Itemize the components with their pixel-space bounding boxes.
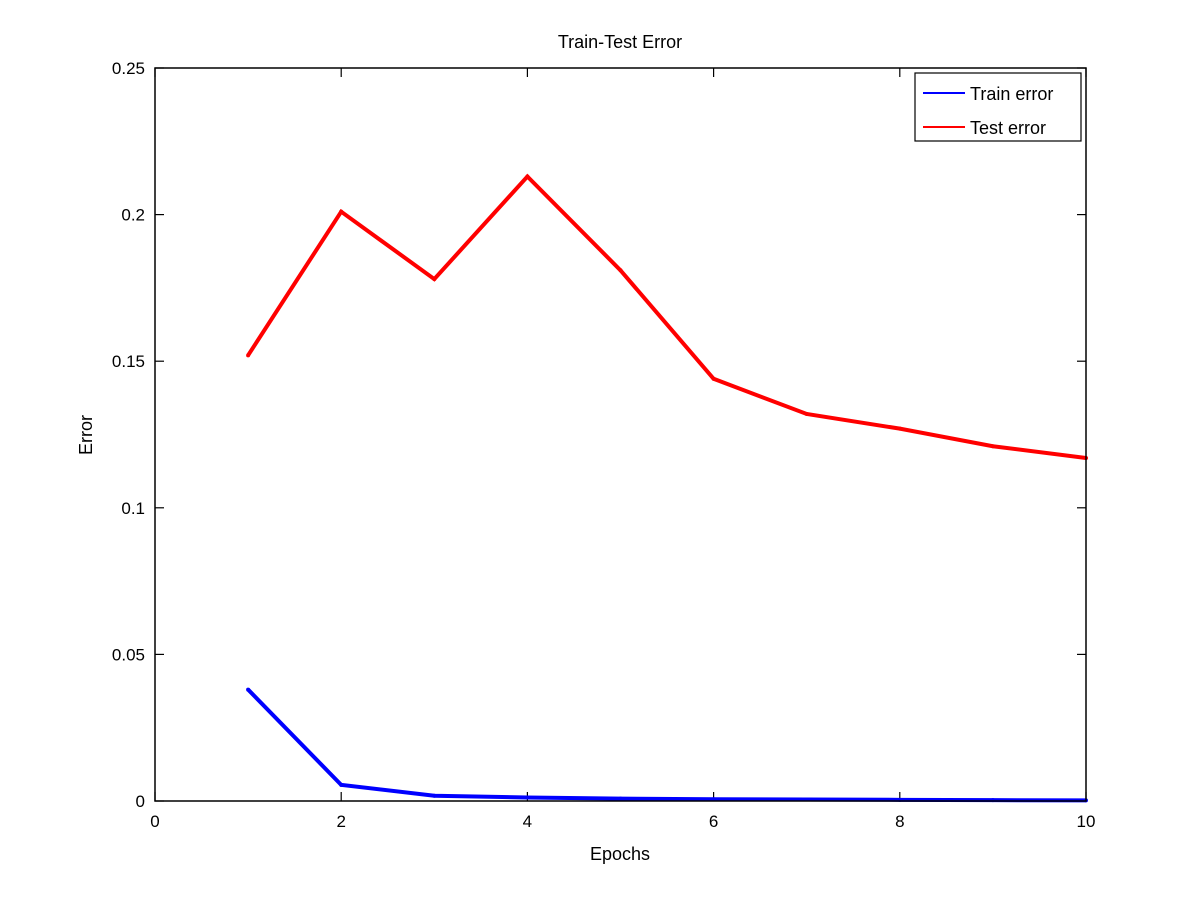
legend: Train error Test error — [914, 72, 1082, 142]
data-point-train-error — [711, 797, 716, 802]
data-point-test-error — [246, 353, 251, 358]
series-line-test-error — [246, 173, 1087, 460]
data-point-train-error — [525, 795, 530, 800]
legend-label-train-error: Train error — [970, 84, 1053, 104]
y-axis-label: Error — [76, 415, 96, 455]
x-tick-label: 10 — [1077, 812, 1096, 831]
y-tick-label: 0.2 — [121, 206, 145, 225]
data-point-test-error — [432, 277, 437, 282]
data-point-train-error — [432, 793, 437, 798]
series-layer — [246, 173, 1088, 803]
x-axis-label: Epochs — [590, 844, 650, 864]
y-tick-label: 0.1 — [121, 499, 145, 518]
y-tick-label: 0.15 — [112, 352, 145, 371]
x-tick-label: 4 — [523, 812, 532, 831]
y-tick-label: 0.25 — [112, 59, 145, 78]
data-point-train-error — [246, 687, 251, 692]
x-tick-label: 2 — [336, 812, 345, 831]
legend-label-test-error: Test error — [970, 118, 1046, 138]
data-point-test-error — [897, 426, 902, 431]
x-tick-label: 6 — [709, 812, 718, 831]
data-point-test-error — [525, 174, 530, 179]
data-point-test-error — [339, 209, 344, 214]
data-point-test-error — [804, 411, 809, 416]
data-point-train-error — [339, 782, 344, 787]
data-point-test-error — [711, 376, 716, 381]
data-point-train-error — [618, 796, 623, 801]
data-point-test-error — [618, 268, 623, 273]
series-line-train-error — [246, 688, 1087, 803]
plot-frame — [154, 67, 1087, 802]
legend-box — [914, 72, 1082, 142]
y-tick-label: 0 — [136, 792, 145, 811]
data-point-test-error — [990, 444, 995, 449]
chart-title: Train-Test Error — [558, 32, 682, 52]
x-tick-label: 8 — [895, 812, 904, 831]
x-tick-label: 0 — [150, 812, 159, 831]
y-tick-label: 0.05 — [112, 645, 145, 664]
